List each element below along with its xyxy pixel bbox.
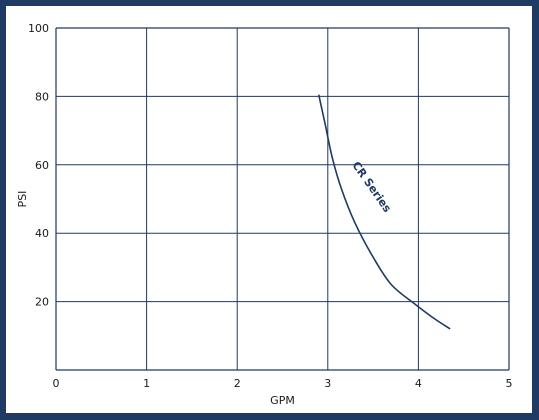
series-line-cr-series <box>317 94 451 330</box>
x-axis-label: GPM <box>270 394 295 407</box>
psi-gpm-chart: 0 1 2 3 4 5 20 40 60 80 100 CR Series GPM PSI <box>16 22 513 407</box>
x-tick-label: 1 <box>143 377 150 390</box>
x-tick-label: 2 <box>234 377 241 390</box>
x-tick-label: 3 <box>324 377 331 390</box>
series-label-cr-series: CR Series <box>349 159 394 215</box>
y-tick-label: 20 <box>35 296 49 309</box>
y-tick-label: 80 <box>35 90 49 103</box>
x-tick-label: 4 <box>415 377 422 390</box>
x-tick-label: 0 <box>53 377 60 390</box>
y-tick-label: 60 <box>35 159 49 172</box>
chart-frame: 0 1 2 3 4 5 20 40 60 80 100 CR Series GPM PSI <box>6 6 532 413</box>
y-tick-label: 40 <box>35 227 49 240</box>
y-tick-label: 100 <box>28 22 49 35</box>
y-axis-label: PSI <box>16 191 29 208</box>
x-tick-label: 5 <box>506 377 513 390</box>
